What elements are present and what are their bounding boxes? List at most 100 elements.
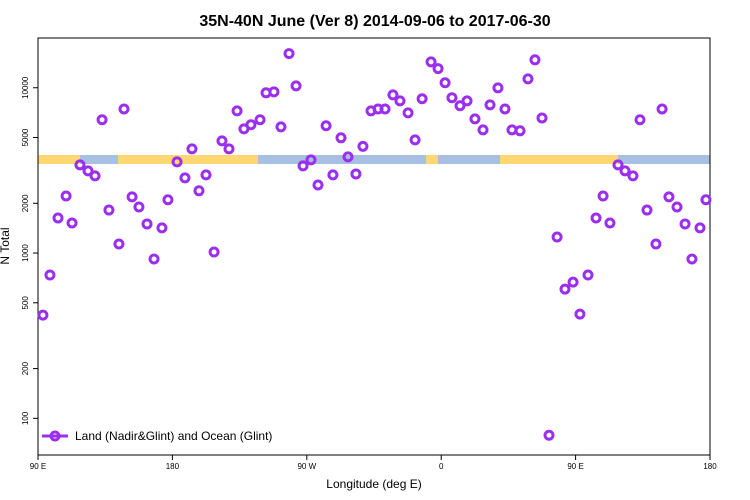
point (499, 103, 511, 115)
point (641, 204, 653, 216)
point (60, 190, 72, 202)
point (133, 201, 145, 213)
point (342, 151, 354, 163)
point (37, 309, 49, 321)
point (74, 159, 86, 171)
x-tick-label: 90 E (30, 462, 46, 471)
point (409, 134, 421, 146)
point (582, 269, 594, 281)
x-tick-label: 180 (703, 462, 717, 471)
legend-label: Land (Nadir&Glint) and Ocean (Glint) (75, 429, 272, 443)
point (387, 89, 399, 101)
point (179, 172, 191, 184)
point (312, 179, 324, 191)
point (425, 56, 437, 68)
point (297, 160, 309, 172)
land-ocean-band (38, 155, 710, 164)
point (379, 103, 391, 115)
point (66, 217, 78, 229)
point (44, 269, 56, 281)
point (543, 429, 555, 441)
point (141, 218, 153, 230)
point (461, 95, 473, 107)
point (208, 246, 220, 258)
point (432, 63, 444, 75)
point (254, 114, 266, 126)
point (245, 119, 257, 131)
point (335, 132, 347, 144)
point (402, 107, 414, 119)
plot-frame (37, 37, 711, 456)
point (492, 82, 504, 94)
point (52, 212, 64, 224)
legend-marker (49, 430, 61, 442)
y-tick-label: 2000 (21, 194, 30, 212)
point (89, 170, 101, 182)
point (679, 218, 691, 230)
point (529, 54, 541, 66)
point (551, 231, 563, 243)
point (283, 48, 295, 60)
x-tick-label: 90 W (297, 462, 316, 471)
y-tick-label: 100 (21, 411, 30, 425)
point (416, 93, 428, 105)
point (446, 92, 458, 104)
point (268, 86, 280, 98)
point (231, 105, 243, 117)
point (113, 238, 125, 250)
point (357, 140, 369, 152)
point (619, 165, 631, 177)
point (148, 253, 160, 265)
point (186, 143, 198, 155)
y-tick-label: 5000 (21, 128, 30, 146)
point (700, 194, 712, 206)
point (305, 154, 317, 166)
point (514, 125, 526, 137)
point (477, 124, 489, 136)
point (118, 103, 130, 115)
y-axis-label: N Total (0, 227, 12, 264)
x-tick-label: 0 (439, 462, 444, 471)
point (574, 308, 586, 320)
point (275, 121, 287, 133)
point (469, 113, 481, 125)
point (597, 190, 609, 202)
chart-title: 35N-40N June (Ver 8) 2014-09-06 to 2017-… (199, 13, 550, 30)
point (663, 191, 675, 203)
point (686, 253, 698, 265)
point (103, 204, 115, 216)
point (454, 100, 466, 112)
point (559, 283, 571, 295)
point (290, 80, 302, 92)
point (612, 159, 624, 171)
point (671, 201, 683, 213)
point (156, 222, 168, 234)
point (536, 112, 548, 124)
point (162, 194, 174, 206)
y-tick-label: 1000 (21, 244, 30, 262)
x-tick-label: 90 E (567, 462, 583, 471)
point (216, 135, 228, 147)
y-tick-label: 10000 (21, 76, 30, 99)
point (126, 191, 138, 203)
point (567, 276, 579, 288)
point (650, 238, 662, 250)
point (200, 169, 212, 181)
point (82, 165, 94, 177)
legend: Land (Nadir&Glint) and Ocean (Glint) (42, 429, 272, 443)
point (484, 99, 496, 111)
y-tick-label: 500 (21, 296, 30, 310)
point (590, 212, 602, 224)
point (694, 222, 706, 234)
x-tick-label: 180 (166, 462, 180, 471)
x-axis-label: Longitude (deg E) (326, 477, 421, 491)
y-tick-label: 200 (21, 361, 30, 375)
point (327, 169, 339, 181)
point (439, 77, 451, 89)
point (627, 170, 639, 182)
point (604, 217, 616, 229)
point (223, 143, 235, 155)
point (656, 103, 668, 115)
point (320, 120, 332, 132)
point (193, 185, 205, 197)
